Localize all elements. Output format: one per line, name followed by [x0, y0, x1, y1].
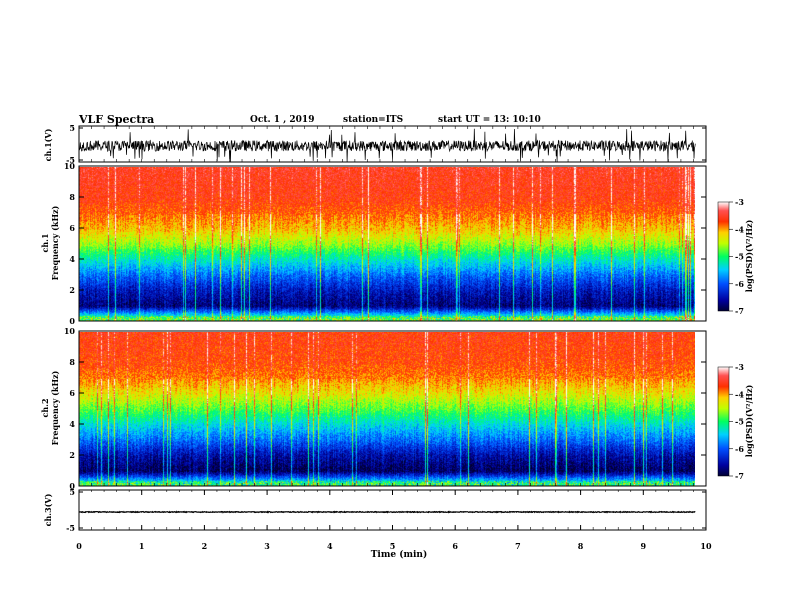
colorbar-tick-label: -6 [735, 444, 744, 454]
colorbar-tick-label: -6 [735, 279, 744, 289]
ch2-spec-ylabel-top: ch.2 [40, 398, 50, 417]
x-tick-label: 2 [202, 541, 208, 551]
x-tick-label: 4 [327, 541, 333, 551]
spec2-raster [79, 332, 695, 486]
station-label: station=ITS [343, 115, 404, 125]
y-tick-label: 2 [69, 285, 75, 295]
x-tick-label: 6 [452, 541, 458, 551]
colorbar-tick-label: -3 [735, 362, 744, 372]
x-tick-label: 7 [515, 541, 521, 551]
y-tick-label: 0 [69, 481, 75, 491]
y-tick-label: 6 [69, 388, 75, 398]
ch1-spec-ylabel-top: ch.1 [40, 233, 50, 252]
date-label: Oct. 1 , 2019 [250, 115, 315, 125]
colorbar-tick-label: -4 [735, 389, 744, 399]
colorbar-2-label: log(PSD)(V²/Hz) [744, 385, 754, 458]
ch1-spec-ylabel: Frequency (kHz) [50, 205, 60, 280]
y-tick-label: 4 [69, 419, 75, 429]
colorbar-tick-label: -7 [735, 306, 744, 316]
y-tick-label: 2 [69, 450, 75, 460]
x-tick-label: 8 [578, 541, 584, 551]
wave-y-tick-label: -5 [66, 155, 75, 165]
colorbar-1 [717, 201, 730, 312]
colorbar-tick-label: -5 [735, 417, 744, 427]
y-tick-label: 4 [69, 254, 75, 264]
x-tick-label: 1 [139, 541, 145, 551]
y-tick-label: 8 [69, 357, 75, 367]
y-tick-label: 10 [64, 161, 76, 171]
colorbar-tick-label: -4 [735, 224, 744, 234]
x-tick-label: 0 [76, 541, 82, 551]
wave3-line [78, 510, 696, 514]
figure-title: VLF Spectra [79, 113, 155, 126]
ch2-spec-ylabel: Frequency (kHz) [50, 370, 60, 445]
ch1-wave-trace [78, 128, 696, 163]
start-ut-label: start UT = 13: 10:10 [438, 115, 541, 125]
colorbar-tick-label: -3 [735, 197, 744, 207]
x-tick-label: 10 [700, 541, 712, 551]
y-tick-label: 0 [69, 316, 75, 326]
y-tick-label: 6 [69, 223, 75, 233]
colorbar-2 [717, 366, 730, 477]
x-tick-label: 5 [390, 541, 396, 551]
y-tick-label: 10 [64, 326, 76, 336]
x-axis-label: Time (min) [371, 549, 428, 560]
wave-y-tick-label: 5 [69, 487, 75, 497]
x-tick-label: 9 [641, 541, 647, 551]
wave-y-tick-label: -5 [66, 523, 75, 533]
colorbar-tick-label: -7 [735, 471, 744, 481]
wave-y-tick-label: 5 [69, 123, 75, 133]
wave1-line [78, 128, 696, 163]
ch3-wave-trace [78, 510, 696, 514]
colorbar-tick-label: -5 [735, 252, 744, 262]
ch3-wave-ylabel: ch.3(V) [43, 493, 53, 526]
colorbar-ticks: -3 -4 -5 -6 -7 -3 -4 -5 -6 -7 [729, 197, 744, 481]
ch1-wave-ylabel: ch.1(V) [43, 128, 53, 161]
ch1-spec-frame [78, 165, 707, 322]
spec1-raster [79, 167, 695, 321]
ch1-spectrogram [79, 167, 695, 321]
ch2-spectrogram [79, 332, 695, 486]
y-tick-label: 8 [69, 192, 75, 202]
x-tick-label: 3 [264, 541, 270, 551]
ch3-wave-frame [78, 489, 707, 531]
colorbar-1-label: log(PSD)(V²/Hz) [744, 220, 754, 293]
